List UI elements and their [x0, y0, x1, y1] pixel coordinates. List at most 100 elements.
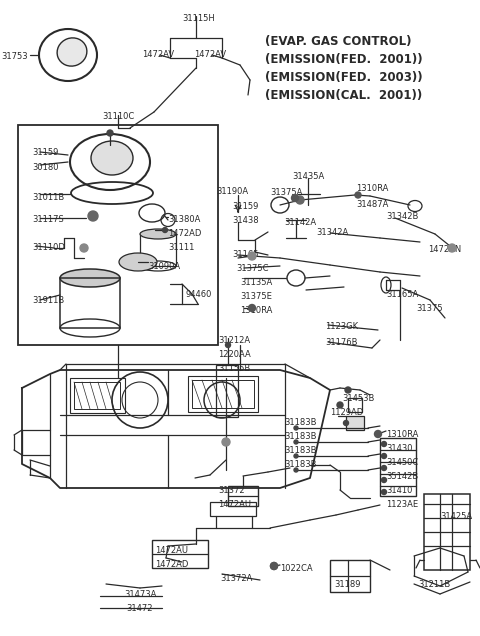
Text: 1472AN: 1472AN	[428, 245, 461, 254]
Text: 31111: 31111	[168, 243, 194, 252]
Circle shape	[248, 252, 256, 260]
Circle shape	[294, 454, 298, 458]
Text: 31115H: 31115H	[182, 14, 216, 23]
Bar	[330, 560, 370, 592]
Text: 1123AE: 1123AE	[386, 500, 418, 509]
Circle shape	[271, 562, 277, 569]
Text: 31090A: 31090A	[148, 262, 180, 271]
Text: 31342B: 31342B	[386, 212, 419, 221]
Circle shape	[80, 244, 88, 252]
Bar	[380, 438, 416, 496]
Text: 31165A: 31165A	[386, 290, 418, 299]
Text: 31438: 31438	[232, 216, 259, 225]
Circle shape	[345, 387, 351, 393]
Circle shape	[355, 192, 361, 198]
Text: 1310RA: 1310RA	[386, 430, 419, 439]
Circle shape	[226, 343, 230, 347]
Circle shape	[271, 562, 277, 569]
Text: 31375C: 31375C	[236, 264, 268, 273]
Bar	[60, 278, 120, 328]
Text: 31410: 31410	[386, 486, 412, 495]
Text: 31473A: 31473A	[124, 590, 156, 599]
Text: 31183B: 31183B	[284, 418, 316, 427]
Text: 1472AD: 1472AD	[168, 229, 202, 238]
Text: 31189: 31189	[334, 580, 360, 589]
Circle shape	[249, 305, 255, 312]
Circle shape	[294, 440, 298, 444]
Text: 31190A: 31190A	[216, 187, 248, 196]
Text: 31011B: 31011B	[32, 193, 64, 202]
Text: 31472: 31472	[127, 604, 153, 613]
Text: 31375A: 31375A	[270, 188, 302, 197]
Circle shape	[294, 426, 298, 430]
Circle shape	[344, 420, 348, 425]
Text: 31155B: 31155B	[218, 364, 250, 373]
Bar	[18, 125, 218, 345]
Circle shape	[382, 453, 386, 459]
Circle shape	[382, 441, 386, 446]
Text: 31753: 31753	[1, 52, 28, 61]
Ellipse shape	[119, 253, 157, 271]
Text: 31430: 31430	[386, 444, 412, 453]
Bar	[140, 234, 176, 266]
Text: 1310RA: 1310RA	[240, 306, 272, 315]
Text: 31911B: 31911B	[32, 296, 64, 305]
Bar	[228, 486, 258, 506]
Circle shape	[374, 431, 382, 438]
Circle shape	[448, 244, 456, 252]
Circle shape	[382, 466, 386, 471]
Text: 31183B: 31183B	[284, 460, 316, 469]
Bar	[210, 502, 256, 516]
Circle shape	[222, 438, 230, 446]
Circle shape	[382, 478, 386, 483]
Text: 1472AU: 1472AU	[156, 546, 189, 555]
Bar	[216, 365, 238, 417]
Text: 1123GK: 1123GK	[325, 322, 358, 331]
Text: 31142A: 31142A	[284, 218, 316, 227]
Text: 1472AD: 1472AD	[156, 560, 189, 569]
Text: 31211B: 31211B	[418, 580, 450, 589]
Text: 31372A: 31372A	[220, 574, 252, 583]
Ellipse shape	[57, 38, 87, 66]
Text: 31487A: 31487A	[356, 200, 388, 209]
Text: 31342A: 31342A	[316, 228, 348, 237]
Text: 31453B: 31453B	[342, 394, 374, 403]
Text: 94460: 94460	[186, 290, 212, 299]
Circle shape	[382, 490, 386, 495]
Text: 31212A: 31212A	[218, 336, 250, 345]
Text: 31117S: 31117S	[32, 215, 64, 224]
Text: 31165: 31165	[232, 250, 259, 259]
Bar	[348, 398, 362, 412]
Text: (EVAP. GAS CONTROL): (EVAP. GAS CONTROL)	[265, 35, 411, 48]
Bar	[192, 380, 254, 408]
Text: 1310RA: 1310RA	[356, 184, 388, 193]
Text: 31375E: 31375E	[240, 292, 272, 301]
Text: (EMISSION(CAL.  2001)): (EMISSION(CAL. 2001))	[265, 89, 422, 102]
Text: 31110C: 31110C	[102, 112, 134, 121]
Text: 30180: 30180	[32, 163, 59, 172]
Bar	[346, 416, 364, 430]
Circle shape	[88, 211, 98, 221]
Bar	[188, 376, 258, 412]
Bar	[74, 382, 120, 409]
Circle shape	[296, 196, 304, 204]
Text: 31435A: 31435A	[292, 172, 324, 181]
Text: 1220AA: 1220AA	[218, 350, 251, 359]
Circle shape	[163, 228, 168, 233]
Text: 31159: 31159	[232, 202, 258, 211]
Text: 31372: 31372	[218, 486, 245, 495]
Text: 1472AV: 1472AV	[142, 50, 174, 59]
Text: 1472AV: 1472AV	[194, 50, 226, 59]
Text: 31159: 31159	[32, 148, 59, 157]
Text: 31183B: 31183B	[284, 432, 316, 441]
Text: 31425A: 31425A	[440, 512, 472, 521]
Text: 31375: 31375	[416, 304, 443, 313]
Ellipse shape	[140, 229, 176, 239]
Ellipse shape	[91, 141, 133, 175]
Text: 1022CA: 1022CA	[280, 564, 312, 573]
Text: 1472AU: 1472AU	[218, 500, 251, 509]
Text: 31176B: 31176B	[325, 338, 358, 347]
Circle shape	[107, 130, 113, 136]
Text: 31183B: 31183B	[284, 446, 316, 455]
Text: 31380A: 31380A	[168, 215, 200, 224]
